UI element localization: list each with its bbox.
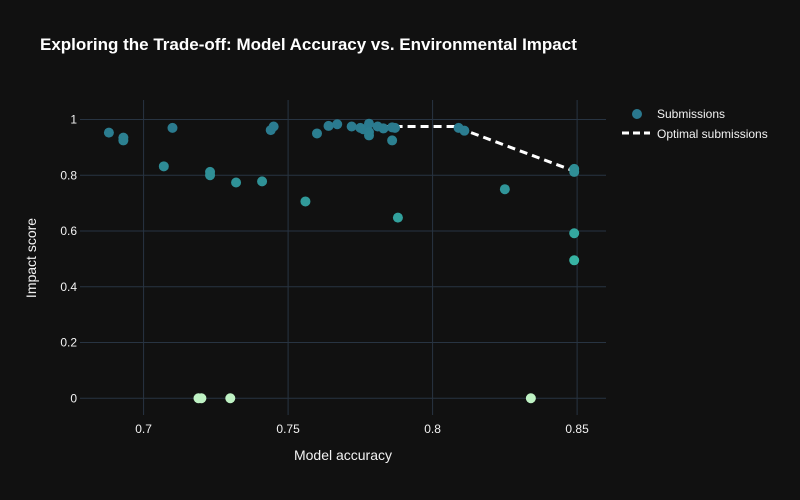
submission-point[interactable] — [569, 228, 580, 239]
submission-point[interactable] — [459, 125, 470, 136]
y-tick-label: 0.4 — [60, 280, 77, 294]
chart-title: Exploring the Trade-off: Model Accuracy … — [40, 35, 577, 54]
submission-point[interactable] — [387, 135, 398, 146]
submission-point[interactable] — [268, 121, 279, 132]
submission-point[interactable] — [167, 122, 178, 133]
submission-point[interactable] — [499, 184, 510, 195]
submission-point[interactable] — [323, 120, 334, 131]
submission-point[interactable] — [103, 127, 114, 138]
y-tick-label: 0 — [70, 391, 77, 405]
y-tick-label: 1 — [70, 113, 77, 127]
submission-point[interactable] — [231, 177, 242, 188]
grid-layer — [80, 100, 606, 415]
x-tick-label: 0.7 — [135, 422, 152, 436]
submission-point[interactable] — [300, 196, 311, 207]
submission-point[interactable] — [392, 212, 403, 223]
legend-item-optimal[interactable]: Optimal submissions — [622, 127, 768, 141]
legend-item-submissions[interactable]: Submissions — [632, 107, 725, 121]
legend-label-submissions: Submissions — [657, 107, 725, 121]
submission-point[interactable] — [311, 128, 322, 139]
submission-point[interactable] — [390, 122, 401, 133]
x-axis-title: Model accuracy — [294, 447, 392, 463]
y-tick-label: 0.6 — [60, 224, 77, 238]
submission-point[interactable] — [257, 176, 268, 187]
x-tick-label: 0.75 — [276, 422, 300, 436]
submission-point[interactable] — [225, 393, 236, 404]
y-tick-label: 0.8 — [60, 168, 77, 182]
submission-point[interactable] — [196, 393, 207, 404]
submission-point[interactable] — [158, 161, 169, 172]
submission-point[interactable] — [569, 166, 580, 177]
y-tick-label: 0.2 — [60, 336, 77, 350]
submission-point[interactable] — [364, 118, 375, 129]
submission-point[interactable] — [332, 119, 343, 130]
legend-label-optimal: Optimal submissions — [657, 127, 768, 141]
submission-point[interactable] — [118, 135, 129, 146]
submission-point[interactable] — [364, 130, 375, 141]
x-tick-label: 0.85 — [565, 422, 589, 436]
legend-marker-submissions — [632, 109, 642, 119]
submission-point[interactable] — [525, 393, 536, 404]
submission-point[interactable] — [205, 170, 216, 181]
tick-layer: 0 0.2 0.4 0.6 0.8 1 0.7 0.75 0.8 0.85 — [60, 113, 589, 436]
x-tick-label: 0.8 — [424, 422, 441, 436]
y-axis-title: Impact score — [23, 218, 39, 298]
points-layer — [103, 118, 580, 404]
submission-point[interactable] — [346, 121, 357, 132]
submission-point[interactable] — [569, 255, 580, 266]
legend: Submissions Optimal submissions — [622, 107, 768, 141]
submission-point[interactable] — [378, 123, 389, 134]
